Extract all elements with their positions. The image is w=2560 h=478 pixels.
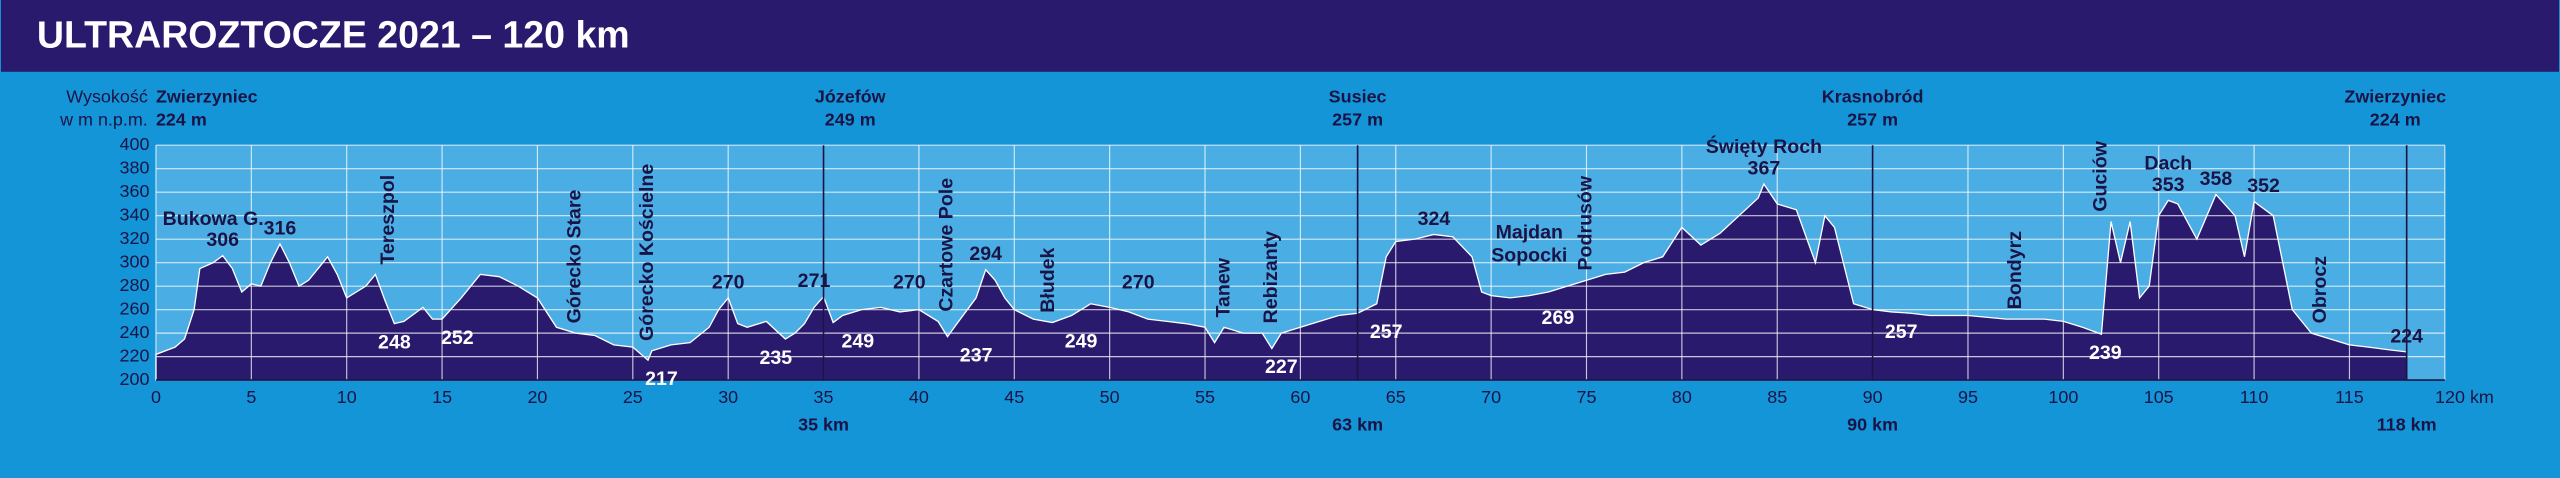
town-name: Józefów [815,87,886,107]
x-tick-label: 80 [1672,387,1692,407]
x-tick-label: 105 [2144,387,2174,407]
x-tick-label: 75 [1577,387,1597,407]
x-tick-label: 115 [2335,387,2364,407]
x-tick-label: 55 [1195,387,1215,407]
x-tick-label: 20 [527,387,547,407]
elevation-label: 257 [1370,321,1403,343]
town-elevation: 224 m [2370,109,2421,129]
y-tick-label: 380 [120,157,150,177]
place-name: Podrusów [1575,175,1597,270]
town-elevation: 224 m [156,109,207,129]
x-tick-label: 50 [1100,387,1120,407]
x-tick-label: 15 [432,387,452,407]
elevation-label: 270 [893,271,926,293]
elevation-label: 353 [2152,174,2185,196]
town-name: Zwierzyniec [156,87,258,107]
elevation-label: 227 [1265,356,1298,378]
checkpoint-label: 63 km [1332,415,1383,435]
elevation-label: 271 [798,270,831,292]
checkpoint-label: 118 km [2377,415,2437,435]
elevation-label: 217 [645,368,678,390]
elevation-label: 239 [2089,342,2122,364]
elevation-label: 324 [1418,208,1451,230]
x-tick-label: 100 [2048,387,2078,407]
elevation-label: 269 [1542,307,1575,329]
elevation-label: 358 [2200,168,2233,190]
y-tick-label: 400 [120,134,150,154]
elevation-label: 248 [378,331,411,353]
x-tick-label: 30 [718,387,738,407]
x-tick-label: 90 [1863,387,1883,407]
elevation-label: 237 [960,344,993,366]
x-tick-label: 120 km [2435,387,2494,407]
elevation-label: 367 [1748,157,1781,179]
place-name: Guciów [2090,140,2112,211]
elevation-label: 294 [969,243,1002,265]
checkpoint-label: 90 km [1847,415,1898,435]
x-tick-label: 10 [337,387,357,407]
y-tick-label: 240 [120,322,150,342]
title-bar [0,0,2560,72]
elevation-label: 249 [842,330,875,352]
town-name: Zwierzyniec [2344,87,2446,107]
place-name: Górecko Kościelne [636,164,658,341]
town-elevation: 257 m [1847,109,1898,129]
elevation-label: 224 [2390,325,2423,347]
elevation-label: 270 [712,271,745,293]
x-tick-label: 65 [1386,387,1406,407]
elevation-label: 270 [1122,271,1155,293]
place-name: Sopocki [1491,244,1567,266]
x-tick-label: 40 [909,387,929,407]
y-axis-label: Wysokość [66,87,148,107]
y-tick-label: 280 [120,275,150,295]
y-tick-label: 340 [120,204,150,224]
elevation-label: 306 [206,229,239,251]
y-tick-label: 200 [120,369,150,389]
x-tick-label: 25 [623,387,643,407]
x-tick-label: 35 [814,387,834,407]
y-tick-label: 320 [120,228,150,248]
y-axis-label: w m n.p.m. [59,109,148,129]
x-tick-label: 0 [151,387,161,407]
place-name: Święty Roch [1706,134,1822,158]
y-tick-label: 220 [120,345,150,365]
town-name: Susiec [1329,87,1387,107]
place-name: Majdan [1496,221,1563,243]
x-tick-label: 95 [1958,387,1978,407]
chart-title: ULTRAROZTOCZE 2021 – 120 km [37,13,630,55]
x-tick-label: 70 [1481,387,1501,407]
elevation-label: 352 [2247,175,2280,197]
elevation-label: 316 [264,217,297,239]
x-tick-label: 45 [1004,387,1024,407]
place-name: Czartowe Pole [936,178,958,312]
x-tick-label: 60 [1290,387,1310,407]
place-name: Bondyrz [2004,231,2026,309]
place-name: Bukowa G. [163,208,264,230]
place-name: Błudek [1037,247,1059,312]
place-name: Dach [2144,153,2192,175]
x-tick-label: 110 [2240,387,2269,407]
town-elevation: 257 m [1332,109,1383,129]
place-name: Górecko Stare [564,189,586,323]
y-tick-label: 260 [120,298,150,318]
place-name: Tanew [1212,257,1234,317]
elevation-label: 235 [760,347,793,369]
town-elevation: 249 m [825,109,876,129]
place-name: Obrocz [2309,256,2331,324]
y-tick-label: 360 [120,181,150,201]
place-name: Rebizanty [1260,231,1282,324]
elevation-label: 257 [1885,321,1918,343]
elevation-label: 252 [441,327,474,349]
x-tick-label: 85 [1767,387,1787,407]
y-tick-label: 300 [120,251,150,271]
x-tick-label: 5 [246,387,256,407]
town-name: Krasnobród [1822,87,1924,107]
checkpoint-label: 35 km [798,415,849,435]
elevation-label: 249 [1065,330,1098,352]
place-name: Tereszpol [377,175,399,265]
